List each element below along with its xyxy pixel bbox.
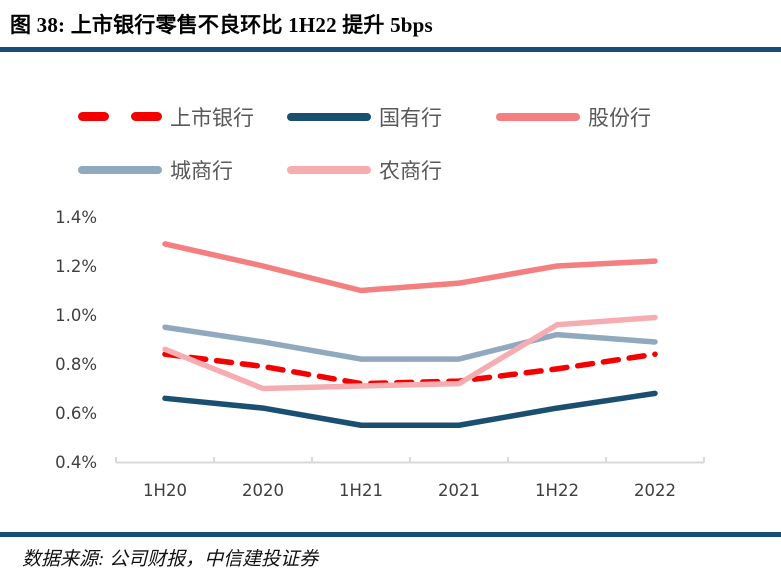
y-axis-tick-label: 0.6% <box>55 404 97 423</box>
series-line-农商行 <box>162 314 658 392</box>
data-source-note: 数据来源: 公司财报，中信建投证券 <box>22 549 319 570</box>
x-axis-tick-label: 1H21 <box>339 481 383 500</box>
x-axis-tick-label: 1H22 <box>535 481 579 500</box>
y-axis-tick-label: 0.4% <box>55 453 97 472</box>
series-line-股份行 <box>162 241 658 294</box>
legend-label: 上市银行 <box>170 105 254 130</box>
line-chart-plot: 1.4% 1.2% 1.0% 0.8% 0.6% 0.4% 1H20 2020 1H21 2021… <box>55 208 705 500</box>
y-axis-tick-label: 0.8% <box>55 355 97 374</box>
legend-swatch-dashed-icon <box>78 112 162 121</box>
series-line-城商行 <box>162 324 658 362</box>
y-axis-tick-label: 1.0% <box>55 306 97 325</box>
legend-item-joint-stock-banks: 股份行 <box>496 102 705 132</box>
y-axis-tick-label: 1.2% <box>55 257 97 276</box>
x-axis-tick-label: 2020 <box>242 481 284 500</box>
chart-legend: 上市银行 国有行 股份行 城商行 农商行 <box>78 90 768 196</box>
series-line-国有行 <box>162 390 658 428</box>
legend-label: 城商行 <box>170 158 233 183</box>
title-divider-bar <box>0 47 781 52</box>
y-axis-tick-label: 1.4% <box>55 208 97 227</box>
legend-item-city-commercial-banks: 城商行 <box>78 155 287 185</box>
legend-swatch-line-icon <box>287 112 371 121</box>
legend-item-listed-banks: 上市银行 <box>78 102 287 132</box>
x-axis-tick-label: 2022 <box>634 481 676 500</box>
legend-swatch-line-icon <box>78 165 162 174</box>
legend-row-2: 城商行 农商行 <box>78 143 768 196</box>
legend-label: 国有行 <box>379 105 442 130</box>
footer-divider-bar <box>0 532 781 537</box>
legend-label: 农商行 <box>379 158 442 183</box>
legend-item-rural-commercial-banks: 农商行 <box>287 155 496 185</box>
legend-item-state-owned-banks: 国有行 <box>287 102 496 132</box>
legend-swatch-line-icon <box>496 112 580 121</box>
legend-label: 股份行 <box>588 105 651 130</box>
x-axis-tick-label: 1H20 <box>143 481 187 500</box>
figure-title: 图 38: 上市银行零售不良环比 1H22 提升 5bps <box>10 13 433 37</box>
x-axis-tick-label: 2021 <box>438 481 480 500</box>
legend-row-1: 上市银行 国有行 股份行 <box>78 90 768 143</box>
legend-swatch-line-icon <box>287 165 371 174</box>
x-axis-line <box>115 457 705 464</box>
